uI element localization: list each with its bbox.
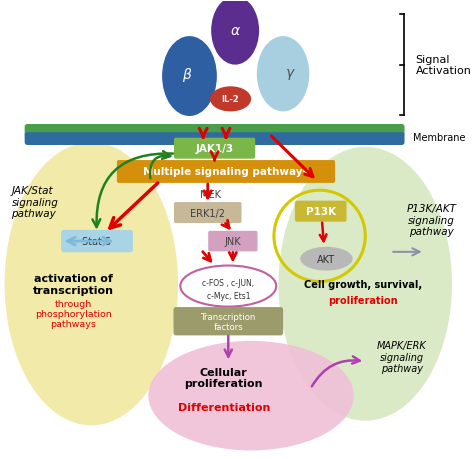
FancyBboxPatch shape [61, 230, 133, 253]
Ellipse shape [148, 341, 354, 450]
Text: c-FOS , c-JUN,: c-FOS , c-JUN, [202, 279, 255, 288]
FancyBboxPatch shape [173, 308, 283, 336]
FancyBboxPatch shape [295, 201, 346, 222]
Text: through
phosphorylation
pathways: through phosphorylation pathways [35, 299, 111, 329]
Text: JAK1/3: JAK1/3 [196, 144, 234, 154]
Text: Membrane: Membrane [413, 133, 465, 142]
Ellipse shape [211, 0, 259, 66]
Text: Stat 5: Stat 5 [82, 236, 111, 246]
Text: $\beta$: $\beta$ [182, 66, 192, 84]
Text: $\alpha$: $\alpha$ [230, 24, 241, 38]
Ellipse shape [279, 147, 452, 421]
FancyBboxPatch shape [25, 125, 404, 138]
FancyBboxPatch shape [208, 231, 257, 252]
Text: MAPK/ERK
signaling
pathway: MAPK/ERK signaling pathway [377, 341, 427, 374]
Ellipse shape [180, 266, 276, 307]
FancyBboxPatch shape [25, 133, 404, 146]
FancyArrowPatch shape [150, 152, 170, 179]
FancyBboxPatch shape [174, 138, 255, 159]
Text: P13K: P13K [306, 207, 336, 217]
Ellipse shape [162, 37, 217, 117]
Text: ERK1/2: ERK1/2 [190, 208, 225, 218]
Text: Transcription
factors: Transcription factors [201, 312, 256, 331]
Text: $\gamma$: $\gamma$ [284, 67, 295, 82]
Text: Differentiation: Differentiation [178, 402, 270, 412]
FancyArrowPatch shape [312, 357, 360, 386]
Text: Multiple signaling pathways: Multiple signaling pathways [143, 167, 309, 177]
Text: JAK/Stat
signaling
pathway: JAK/Stat signaling pathway [11, 185, 58, 219]
Text: activation of
transcription: activation of transcription [33, 274, 114, 295]
Ellipse shape [257, 37, 310, 112]
Text: P13K/AKT
signaling
pathway: P13K/AKT signaling pathway [407, 204, 456, 237]
Text: IL-2: IL-2 [222, 95, 239, 104]
Text: JNK: JNK [225, 236, 241, 246]
FancyBboxPatch shape [174, 202, 242, 224]
Ellipse shape [210, 87, 251, 112]
Ellipse shape [300, 247, 353, 271]
FancyArrowPatch shape [225, 336, 232, 357]
Text: AKT: AKT [318, 254, 336, 264]
Ellipse shape [5, 143, 178, 425]
Text: MEK: MEK [200, 190, 220, 199]
FancyArrowPatch shape [92, 154, 173, 228]
Text: Cellular
proliferation: Cellular proliferation [184, 367, 263, 388]
Text: Signal
Activation: Signal Activation [416, 55, 471, 76]
Text: c-Myc, Ets1: c-Myc, Ets1 [207, 291, 250, 300]
Text: Cell growth, survival,: Cell growth, survival, [304, 279, 422, 289]
Text: proliferation: proliferation [328, 295, 398, 305]
FancyBboxPatch shape [117, 161, 335, 184]
